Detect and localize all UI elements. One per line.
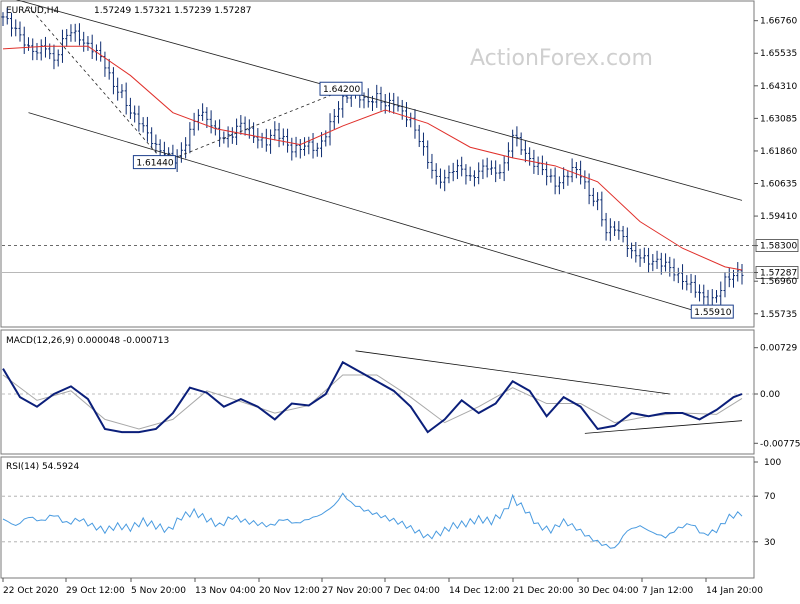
lower-channel-line [28, 112, 709, 316]
dotted-trend-line [28, 6, 348, 163]
price-tick-label: 1.59410 [760, 212, 797, 222]
price-tick-label: 1.66760 [760, 17, 797, 27]
price-tick-label: 1.57287 [760, 269, 797, 279]
macd-signal-line [2, 374, 743, 430]
macd-title: MACD(12,26,9) 0.000048 -0.000713 [6, 336, 169, 346]
date-tick-label: 21 Dec 20:00 [513, 586, 574, 596]
price-tick-label: 1.65535 [760, 49, 797, 59]
macd-tick-label: -0.007759 [760, 439, 800, 449]
rsi-title: RSI(14) 54.5924 [6, 462, 79, 472]
macd-panel-frame [0, 329, 755, 455]
rsi-tick-label: 70 [764, 492, 776, 502]
price-annotation-box [319, 81, 363, 96]
date-tick-label: 29 Oct 12:00 [66, 586, 125, 596]
price-tick-label: 1.64310 [760, 82, 797, 92]
price-annotation-box [132, 155, 176, 170]
date-tick-label: 7 Jan 12:00 [642, 586, 694, 596]
date-tick-label: 27 Nov 20:00 [322, 586, 383, 596]
price-annotation-label: 1.61440 [136, 159, 173, 169]
price-tick-label: 1.63085 [760, 114, 797, 124]
date-tick-label: 30 Dec 04:00 [578, 586, 639, 596]
macd-line [2, 360, 743, 434]
date-tick-label: 22 Oct 2020 [3, 586, 59, 596]
macd-trendline-top [355, 350, 670, 395]
price-series: 1.61440 1.64200 1.55910 [1, 0, 754, 319]
rsi-tick-label: 100 [764, 458, 781, 468]
date-tick-label: 20 Nov 12:00 [259, 586, 320, 596]
macd-tick-label: 0.00729 [760, 344, 797, 354]
price-tick-label: 1.61860 [760, 147, 797, 157]
moving-average-line [2, 45, 743, 271]
watermark: ActionForex.com [470, 46, 653, 71]
date-tick-label: 7 Dec 04:00 [385, 586, 440, 596]
macd-trendline-bottom [584, 420, 743, 434]
price-annotation-box [690, 304, 734, 319]
rsi-panel-frame [0, 456, 755, 579]
date-tick-label: 5 Nov 20:00 [131, 586, 186, 596]
rsi-tick-label: 30 [764, 538, 776, 548]
price-tick-label: 1.55735 [760, 310, 797, 320]
axes: 1.66760 1.65535 1.64310 1.63085 1.61860 1.606… [2, 17, 800, 596]
price-tick-label: 1.56960 [760, 277, 797, 287]
price-annotation-label: 1.64200 [323, 85, 360, 95]
ohlc-readout: 1.57249 1.57321 1.57239 1.57287 [94, 6, 251, 16]
date-tick-label: 14 Dec 12:00 [449, 586, 510, 596]
rsi-line [2, 492, 743, 549]
macd-series [2, 350, 754, 434]
macd-tick-label: 0.00 [760, 390, 780, 400]
rsi-series [2, 492, 754, 549]
price-annotation-label: 1.55910 [694, 308, 731, 318]
upper-channel-line [15, 0, 743, 201]
price-panel-frame [0, 0, 755, 328]
price-tick-label: 1.60635 [760, 180, 797, 190]
date-tick-label: 14 Jan 20:00 [706, 586, 763, 596]
date-tick-label: 13 Nov 04:00 [195, 586, 256, 596]
price-tick-label: 1.58300 [760, 242, 797, 252]
